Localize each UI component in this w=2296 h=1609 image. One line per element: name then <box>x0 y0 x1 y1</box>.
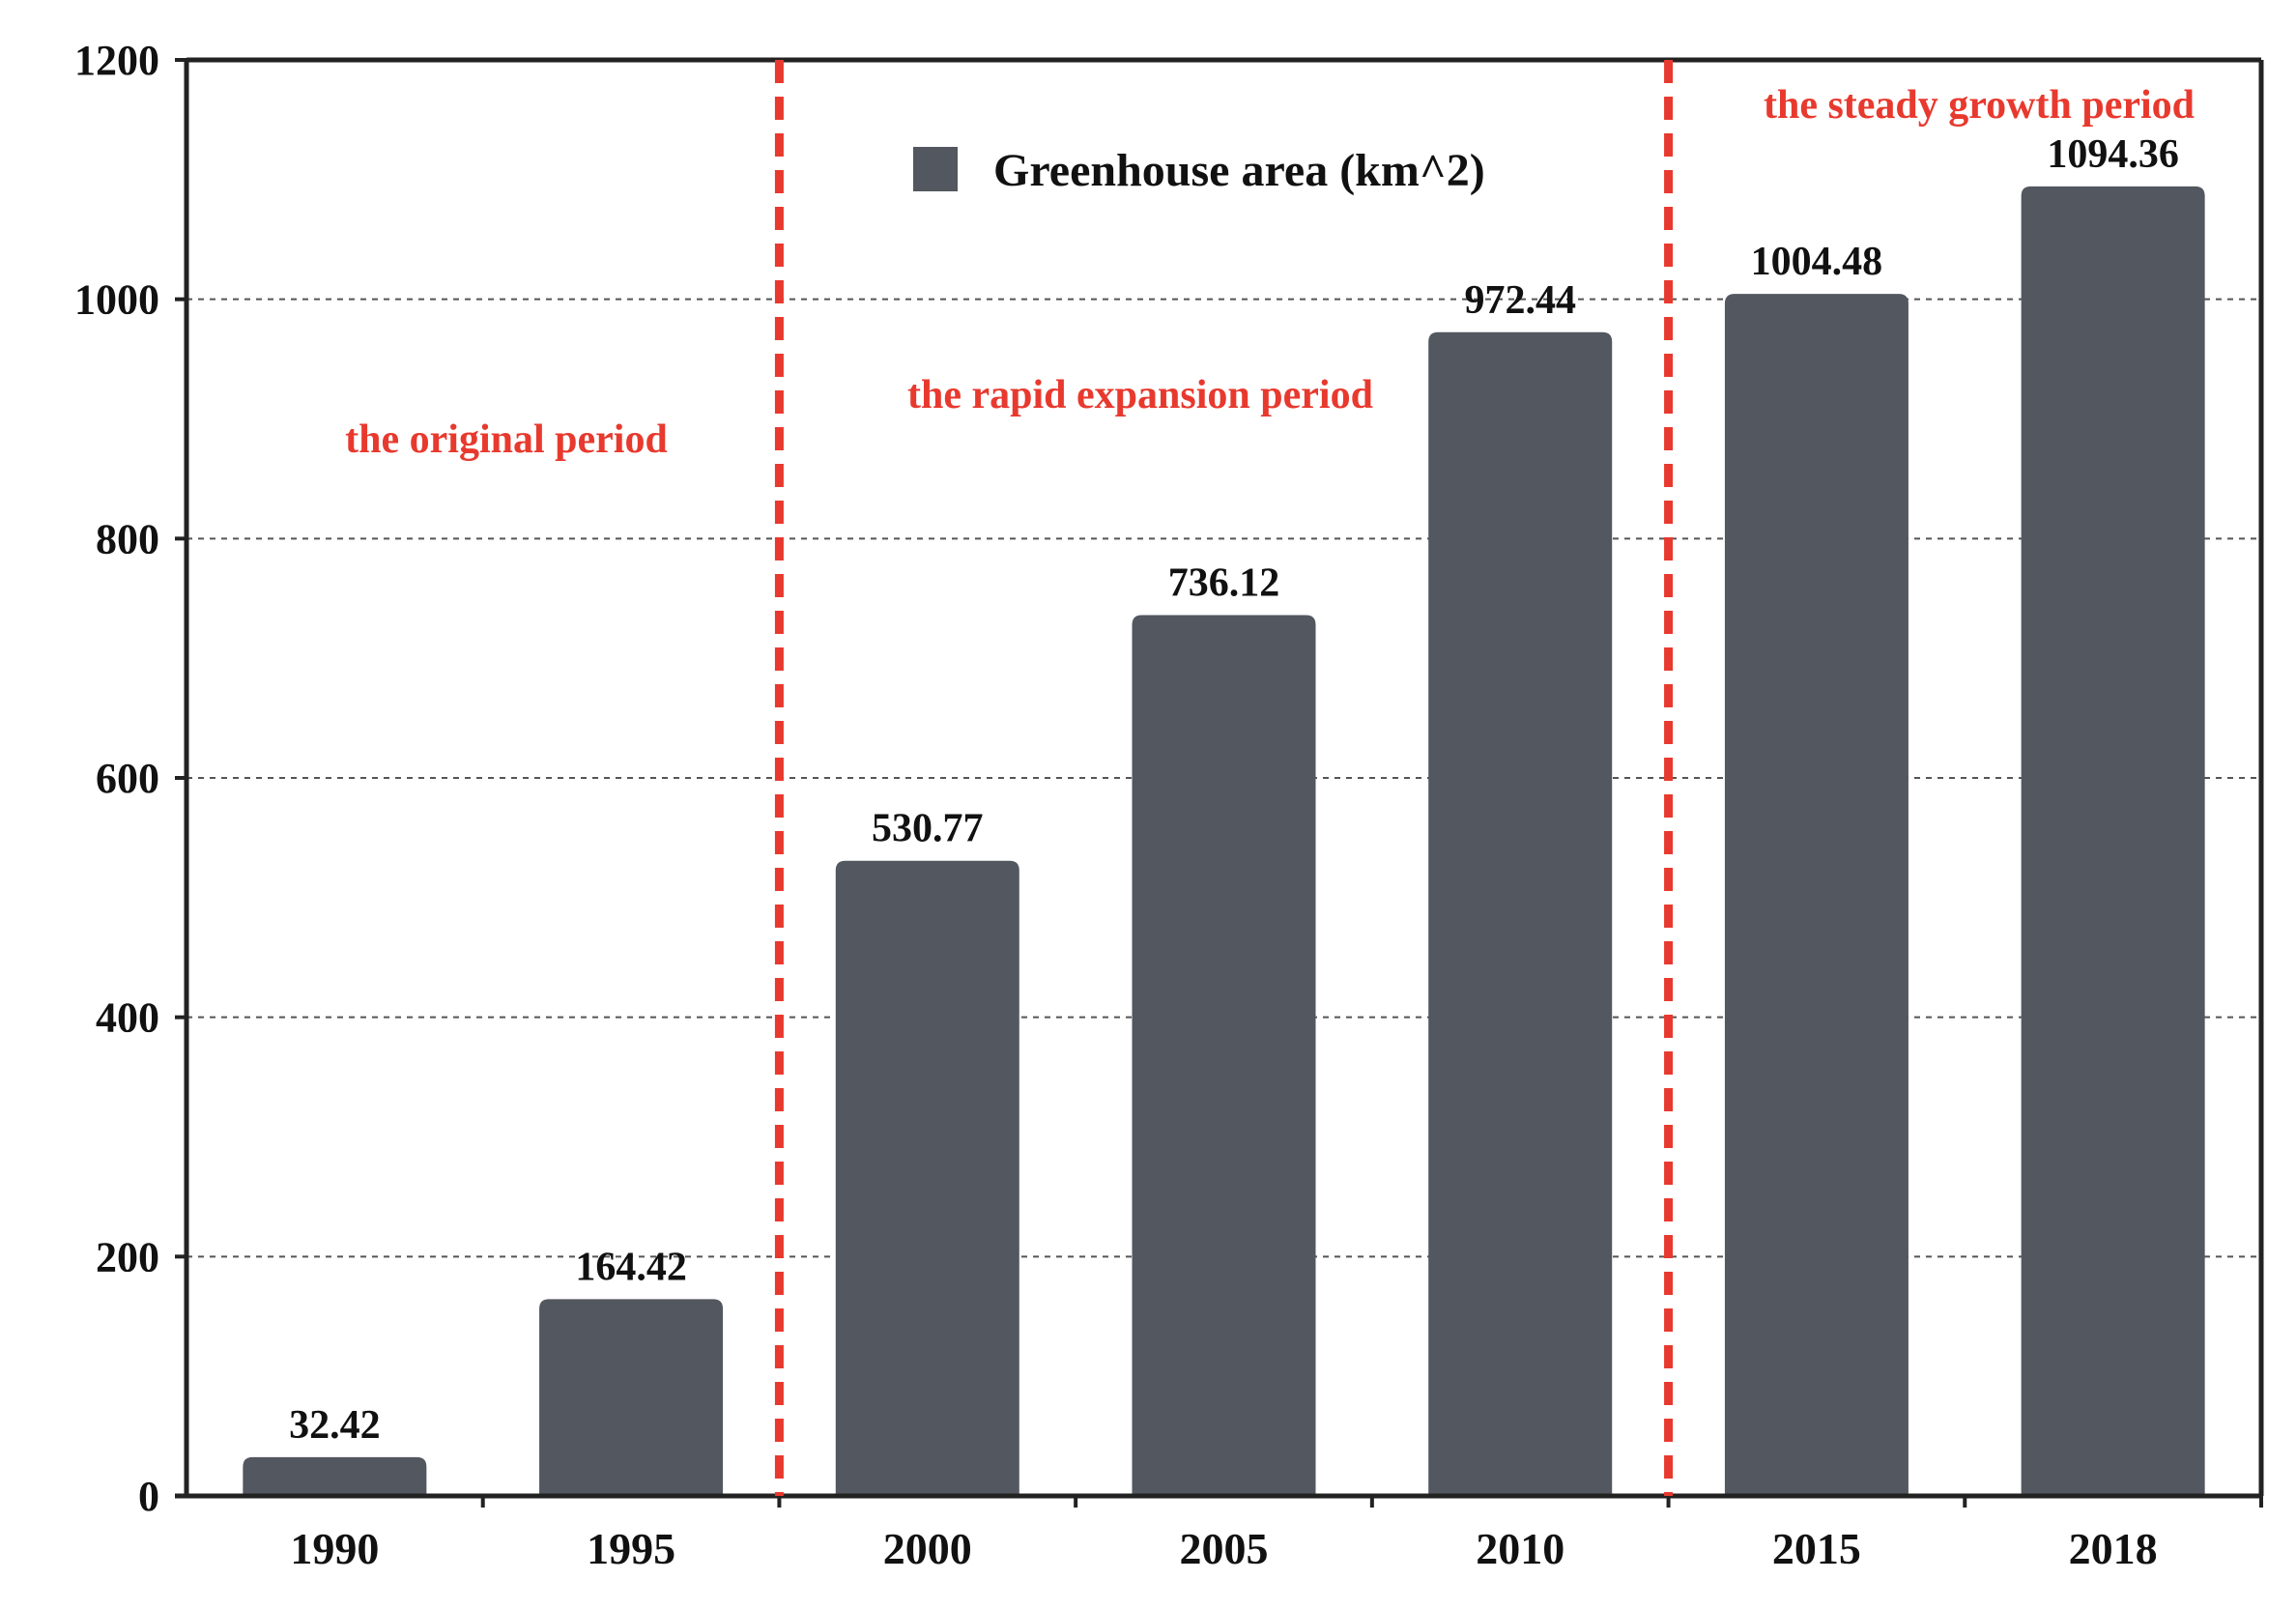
value-label-2010: 972.44 <box>1464 278 1576 323</box>
x-tick-label-1990: 1990 <box>290 1524 379 1573</box>
value-label-2005: 736.12 <box>1168 560 1280 605</box>
y-tick-label: 200 <box>96 1233 159 1280</box>
value-label-2000: 530.77 <box>872 807 984 851</box>
y-tick-label: 800 <box>96 515 159 562</box>
x-tick-label-2000: 2000 <box>883 1524 972 1573</box>
y-tick-label: 0 <box>138 1473 159 1520</box>
bar-2000 <box>835 860 1019 1496</box>
x-tick-label-2018: 2018 <box>2069 1524 2158 1573</box>
x-tick-label-2005: 2005 <box>1180 1524 1269 1573</box>
y-tick-label: 600 <box>96 755 159 802</box>
value-label-2015: 1004.48 <box>1751 240 1883 284</box>
bar-1990 <box>243 1456 427 1496</box>
bar-2015 <box>1724 294 1909 1497</box>
x-tick-label-2015: 2015 <box>1772 1524 1861 1573</box>
y-tick-label: 400 <box>96 994 159 1042</box>
period-label-steady-growth: the steady growth period <box>1764 83 2195 128</box>
x-tick-label-2010: 2010 <box>1476 1524 1564 1573</box>
y-tick-label: 1200 <box>74 37 159 84</box>
period-label-original: the original period <box>345 417 668 462</box>
bar-2018 <box>2021 186 2205 1497</box>
value-label-2018: 1094.36 <box>2047 132 2179 177</box>
bar-2005 <box>1132 615 1316 1496</box>
period-label-rapid-expansion: the rapid expansion period <box>907 373 1373 417</box>
bar-1995 <box>539 1299 724 1496</box>
legend-swatch <box>913 147 958 191</box>
axes <box>175 57 2264 1508</box>
value-label-1990: 32.42 <box>289 1403 381 1448</box>
x-tick-label-1995: 1995 <box>587 1524 675 1573</box>
bars <box>243 186 2205 1497</box>
bar-2010 <box>1428 331 1613 1496</box>
value-label-1995: 164.42 <box>575 1245 687 1289</box>
period-labels: the original period the rapid expansion … <box>345 83 2195 462</box>
legend: Greenhouse area (km^2) <box>913 145 1485 196</box>
legend-label: Greenhouse area (km^2) <box>993 145 1485 196</box>
y-tick-label: 1000 <box>74 276 159 324</box>
period-dividers <box>774 60 1674 1496</box>
labels: 0 200 400 600 800 1000 1200 32.42 1990 164.42 1995… <box>74 37 2179 1573</box>
